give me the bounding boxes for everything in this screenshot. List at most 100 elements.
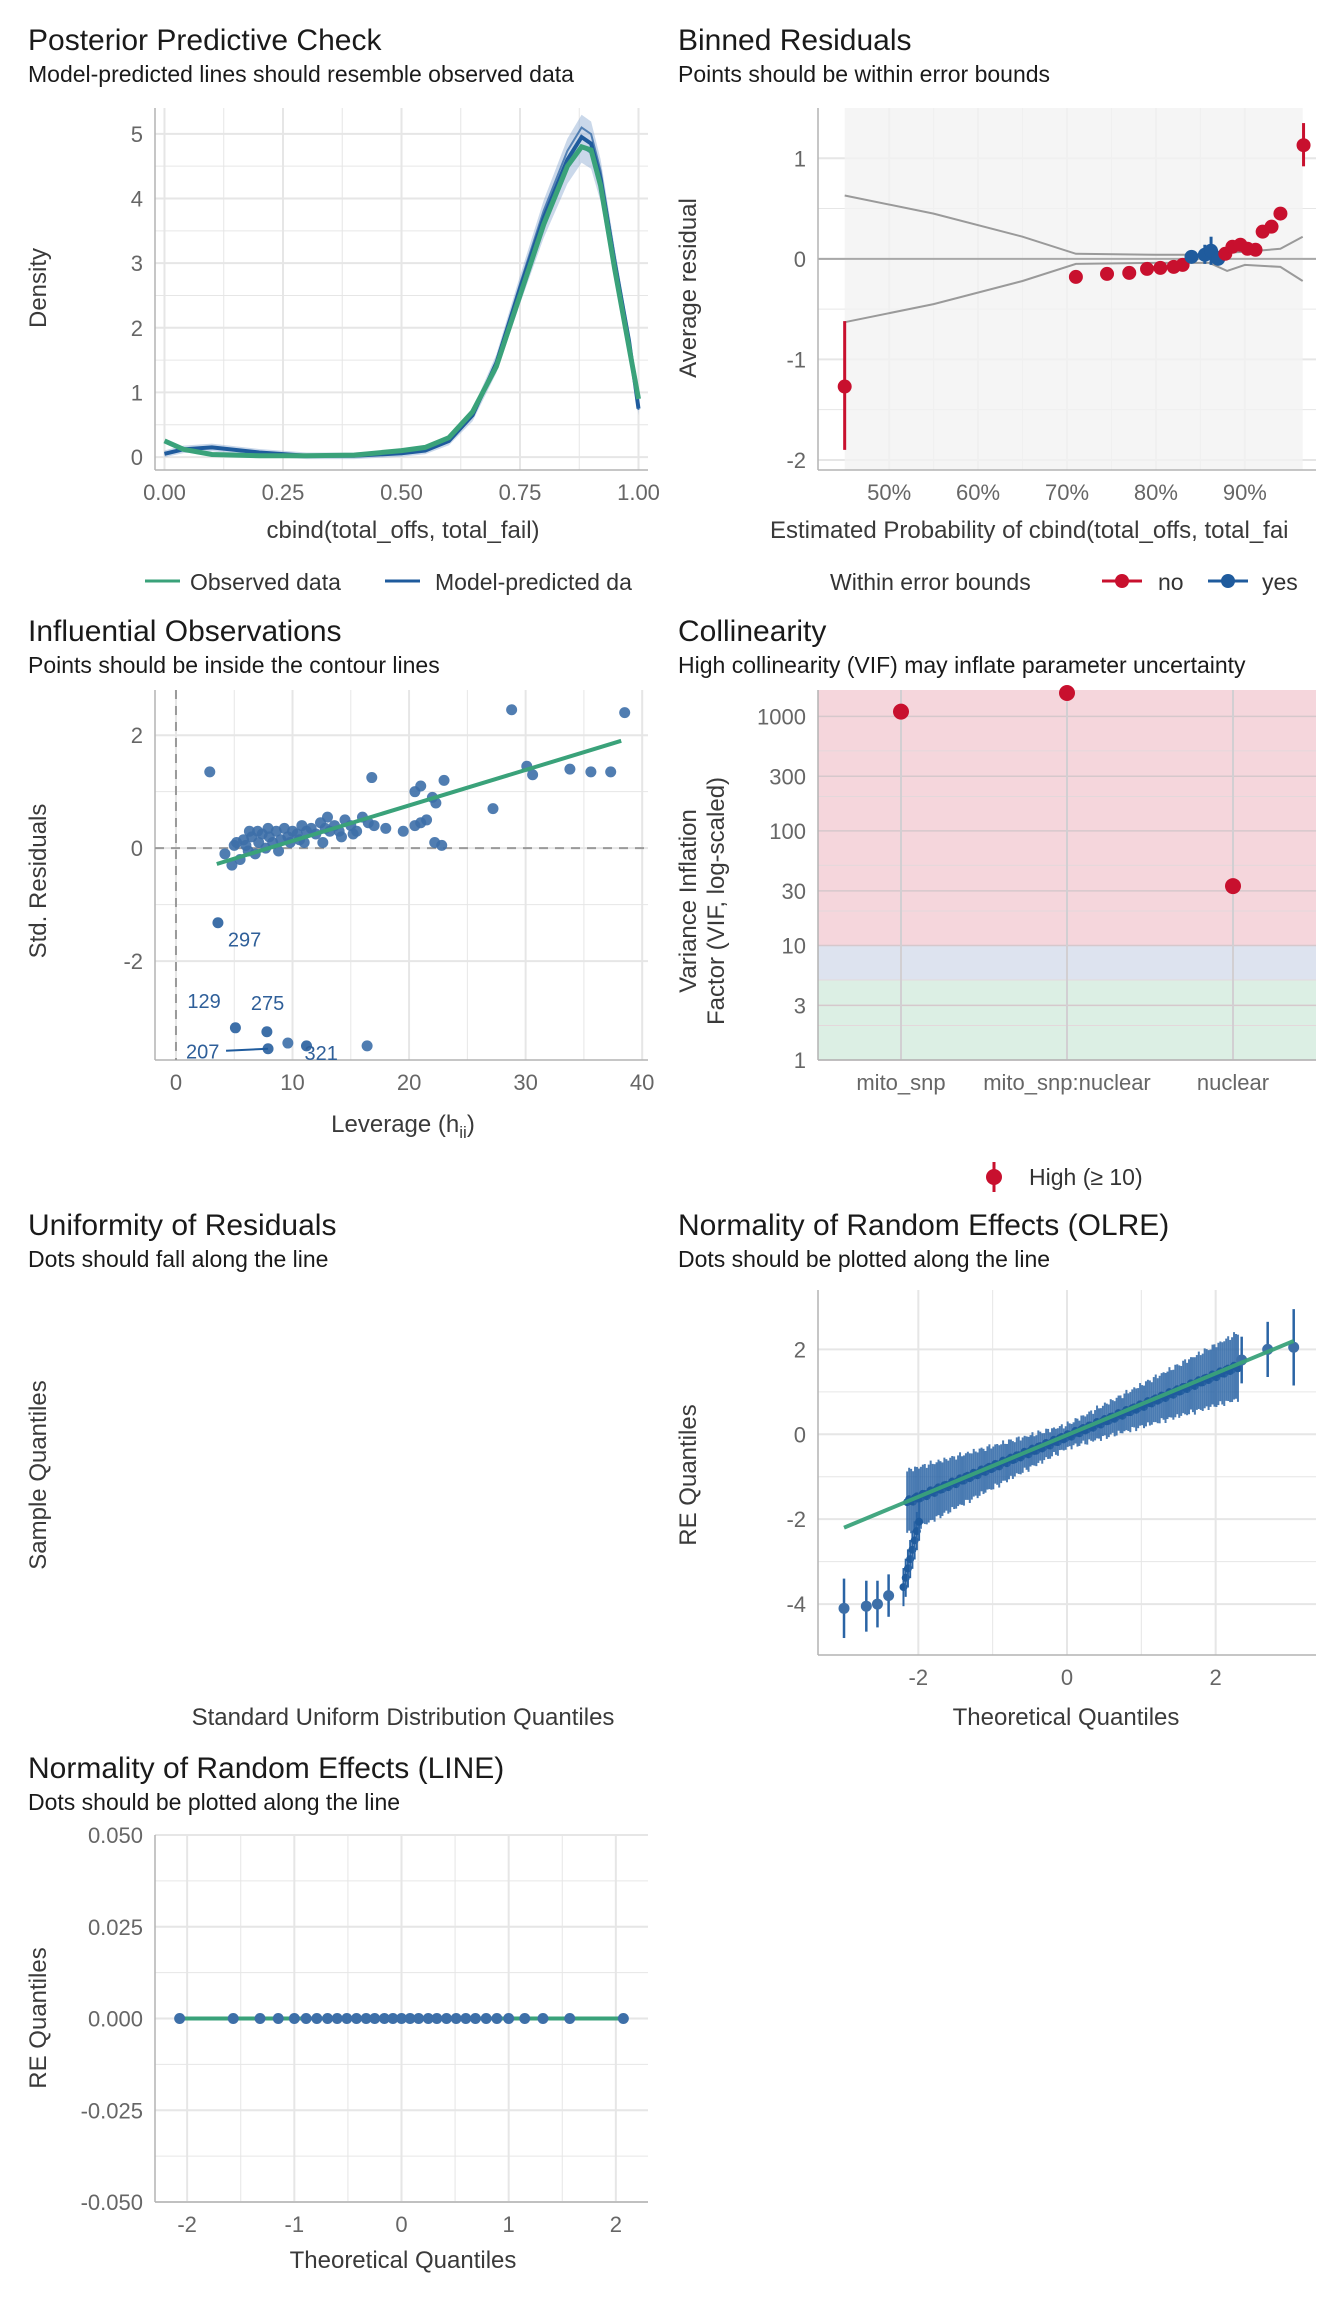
collinearity-vif-point	[1225, 878, 1241, 895]
binned-y-tick-label: 1	[794, 146, 806, 171]
line-y-tick-label: -0.025	[81, 2098, 143, 2123]
collinearity-vif-point	[1059, 685, 1075, 702]
influential-point	[397, 825, 409, 837]
collinearity-x-tick-label: mito_snp:nuclear	[983, 1070, 1151, 1095]
collinearity-y-tick-label: 10	[782, 933, 806, 958]
influential-point	[564, 763, 576, 775]
infl-y-tick-label: 0	[131, 836, 143, 861]
influential-point	[430, 797, 442, 809]
ppc-legend: Observed data Model-predicted da	[145, 569, 632, 595]
binned-x-tick-label: 60%	[956, 480, 1000, 505]
collinearity-legend: High (≥ 10)	[986, 1162, 1143, 1192]
ppc-axes: 0.00 0.25 0.50 0.75 1.00 0 1 2 3 4 5	[131, 108, 660, 505]
infl-x-tick-label: 40	[630, 1070, 654, 1095]
binned-y-label: Average residual	[675, 198, 702, 378]
influential-point	[487, 803, 499, 815]
olre-y-tick-label: -4	[786, 1592, 806, 1617]
collinearity-x-tick-label: nuclear	[1197, 1070, 1269, 1095]
olre-y-tick-label: 0	[794, 1422, 806, 1447]
binned-upper-bound	[844, 194, 1304, 256]
influential-point	[321, 811, 333, 823]
binned-x-tick-label: 90%	[1223, 480, 1267, 505]
influential-point	[219, 848, 231, 860]
influential-point	[262, 822, 274, 834]
line-point	[396, 2013, 407, 2024]
influential-fit-line	[216, 738, 622, 866]
olre-tail-point	[1288, 1341, 1300, 1353]
influential-point	[436, 839, 448, 851]
olre-x-tick-label: -2	[909, 1665, 929, 1690]
influential-label-leader	[226, 1047, 269, 1052]
olre-title: Normality of Random Effects (OLRE)	[678, 1209, 1169, 1242]
olre-subtitle: Dots should be plotted along the line	[678, 1246, 1050, 1272]
ppc-x-tick-label: 0.75	[499, 480, 542, 505]
line-y-label: RE Quantiles	[25, 1947, 52, 2088]
ppc-y-tick-label: 2	[131, 316, 143, 341]
influential-points: 297 129 275 207 321	[155, 690, 648, 1065]
line-point	[341, 2013, 353, 2024]
collinearity-y-label-line2: Factor (VIF, log-scaled)	[703, 777, 730, 1025]
ppc-legend-predicted: Model-predicted da	[435, 569, 632, 595]
influential-point	[415, 817, 427, 829]
binned-points	[837, 123, 1311, 450]
olre-y-tick-label: 2	[794, 1337, 806, 1362]
line-point	[369, 2013, 381, 2024]
line-point	[422, 2013, 434, 2024]
line-y-tick-label: 0.025	[88, 1915, 143, 1940]
influential-point	[240, 839, 252, 851]
line-point	[360, 2013, 372, 2024]
panel-uniformity-of-residuals: Uniformity of Residuals Dots should fall…	[25, 1209, 614, 1731]
olre-tail-point	[860, 1600, 872, 1612]
olre-x-label: Theoretical Quantiles	[953, 1704, 1180, 1731]
influential-point	[619, 707, 631, 719]
influential-x-label-end: )	[467, 1111, 475, 1138]
line-point	[174, 2013, 186, 2024]
influential-point	[317, 837, 329, 849]
collinearity-points	[893, 685, 1241, 895]
binned-point	[1175, 257, 1190, 272]
line-axes: -2 -1 0 1 2 -0.050 -0.025 0.000 0.025 0.050	[81, 1823, 648, 2237]
line-subtitle: Dots should be plotted along the line	[28, 1789, 400, 1815]
ppc-x-tick-label: 0.25	[262, 480, 305, 505]
infl-y-tick-label: -2	[123, 949, 143, 974]
ppc-y-tick-label: 3	[131, 251, 143, 276]
panel-normality-line: Normality of Random Effects (LINE) Dots …	[25, 1752, 648, 2274]
line-point	[227, 2013, 239, 2024]
infl-y-tick-label: 2	[131, 723, 143, 748]
binned-point	[1140, 261, 1155, 276]
binned-legend-title: Within error bounds	[830, 569, 1031, 595]
influential-point	[368, 820, 380, 832]
panel-influential-observations: Influential Observations Points should b…	[25, 615, 654, 1142]
line-y-tick-label: 0.000	[88, 2007, 143, 2032]
influential-point	[361, 1040, 373, 1052]
line-point	[441, 2013, 453, 2024]
olre-tail-point	[871, 1598, 883, 1610]
ppc-y-tick-label: 0	[131, 445, 143, 470]
olre-y-label: RE Quantiles	[675, 1404, 702, 1545]
influential-labeled-point	[212, 917, 224, 929]
influential-point	[605, 766, 617, 778]
infl-x-tick-label: 10	[280, 1070, 304, 1095]
influential-y-label: Std. Residuals	[25, 804, 52, 959]
binned-point	[1248, 242, 1263, 257]
binned-point	[1273, 206, 1288, 221]
line-y-tick-label: -0.050	[81, 2190, 143, 2215]
uniformity-title: Uniformity of Residuals	[28, 1209, 336, 1242]
collinearity-legend-dot	[986, 1169, 1002, 1185]
line-point	[404, 2013, 416, 2024]
olre-reference-line	[843, 1339, 1295, 1530]
panel-posterior-predictive-check: Posterior Predictive Check Model-predict…	[25, 24, 660, 595]
uniformity-subtitle: Dots should fall along the line	[28, 1246, 328, 1272]
ppc-y-tick-label: 1	[131, 380, 143, 405]
binned-axes: 50% 60% 70% 80% 90% -2 -1 0 1	[786, 108, 1316, 505]
binned-point	[1264, 219, 1279, 234]
binned-point	[1184, 249, 1199, 264]
influential-point	[438, 774, 450, 786]
line-point	[254, 2013, 266, 2024]
line-point	[491, 2013, 503, 2024]
olre-x-tick-label: 0	[1061, 1665, 1073, 1690]
line-point	[469, 2013, 481, 2024]
influential-point	[506, 704, 518, 716]
influential-point	[380, 822, 392, 834]
